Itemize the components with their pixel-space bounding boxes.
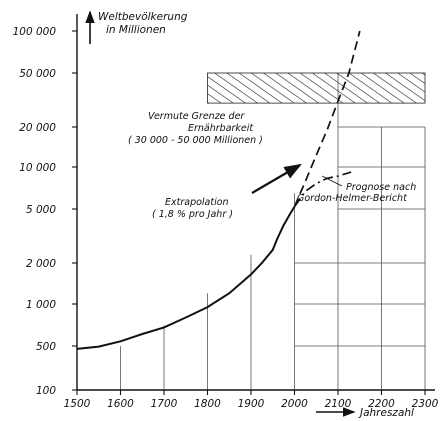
forecast-annotation: Prognose nach Gordon-Helmer-Bericht — [297, 175, 416, 204]
grid — [120, 73, 426, 390]
y-tick-label-5000: 5 000 — [26, 204, 56, 216]
x-tick-label-2000: 2000 — [281, 398, 308, 410]
axes: 100 500 1 000 2 000 5 000 10 000 20 000 50 000 1… — [13, 14, 439, 410]
x-tick-label-1500: 1500 — [64, 398, 91, 410]
y-tick-label-1000: 1 000 — [26, 299, 56, 311]
nutrition-limit-band — [207, 72, 426, 104]
y-axis-title-line-2: in Millionen — [106, 24, 166, 36]
y-tick-label-2000: 2 000 — [26, 258, 56, 270]
series-dashed-line — [293, 30, 361, 207]
y-tick-label-500: 500 — [36, 341, 56, 353]
series-dash-dot-line — [293, 171, 352, 208]
extrapolation-label-line-1: Extrapolation — [165, 197, 229, 208]
band-label-line-1: Vermute Grenze der — [148, 111, 245, 122]
x-tick-label-1600: 1600 — [107, 398, 134, 410]
extrapolation-arrow — [251, 163, 302, 194]
series-solid-line — [76, 206, 296, 350]
x-tick-label-1800: 1800 — [194, 398, 221, 410]
band-rect — [207, 72, 426, 104]
extrapolation-annotation: Extrapolation ( 1,8 % pro Jahr ) — [152, 163, 302, 220]
extrapolation-label-line-2: ( 1,8 % pro Jahr ) — [152, 209, 233, 220]
forecast-label-line-1: Prognose nach — [346, 182, 416, 193]
forecast-leader-line — [321, 175, 343, 187]
x-tick-label-2200: 2200 — [368, 398, 395, 410]
forecast-label-line-2: Gordon-Helmer-Bericht — [297, 193, 408, 204]
band-label: Vermute Grenze der Ernährbarkeit ( 30 00… — [128, 111, 263, 146]
x-tick-label-1900: 1900 — [238, 398, 265, 410]
x-axis-title: Jahreszahl — [316, 407, 414, 419]
y-axis-title: Weltbevölkerung in Millionen — [85, 10, 188, 44]
x-tick-label-1700: 1700 — [151, 398, 178, 410]
x-tick-label-2300: 2300 — [412, 398, 439, 410]
y-tick-label-50000: 50 000 — [19, 68, 56, 80]
band-label-line-2: Ernährbarkeit — [188, 123, 254, 134]
y-tick-label-100000: 100 000 — [13, 26, 57, 38]
x-tick-label-2100: 2100 — [325, 398, 352, 410]
y-tick-label-20000: 20 000 — [19, 122, 56, 134]
x-axis-title-text: Jahreszahl — [358, 407, 414, 419]
y-tick-label-10000: 10 000 — [19, 162, 56, 174]
series-group — [76, 30, 361, 350]
y-axis-title-line-1: Weltbevölkerung — [98, 11, 188, 23]
y-tick-label-100: 100 — [36, 385, 56, 397]
band-label-line-3: ( 30 000 - 50 000 Millionen ) — [128, 135, 263, 146]
